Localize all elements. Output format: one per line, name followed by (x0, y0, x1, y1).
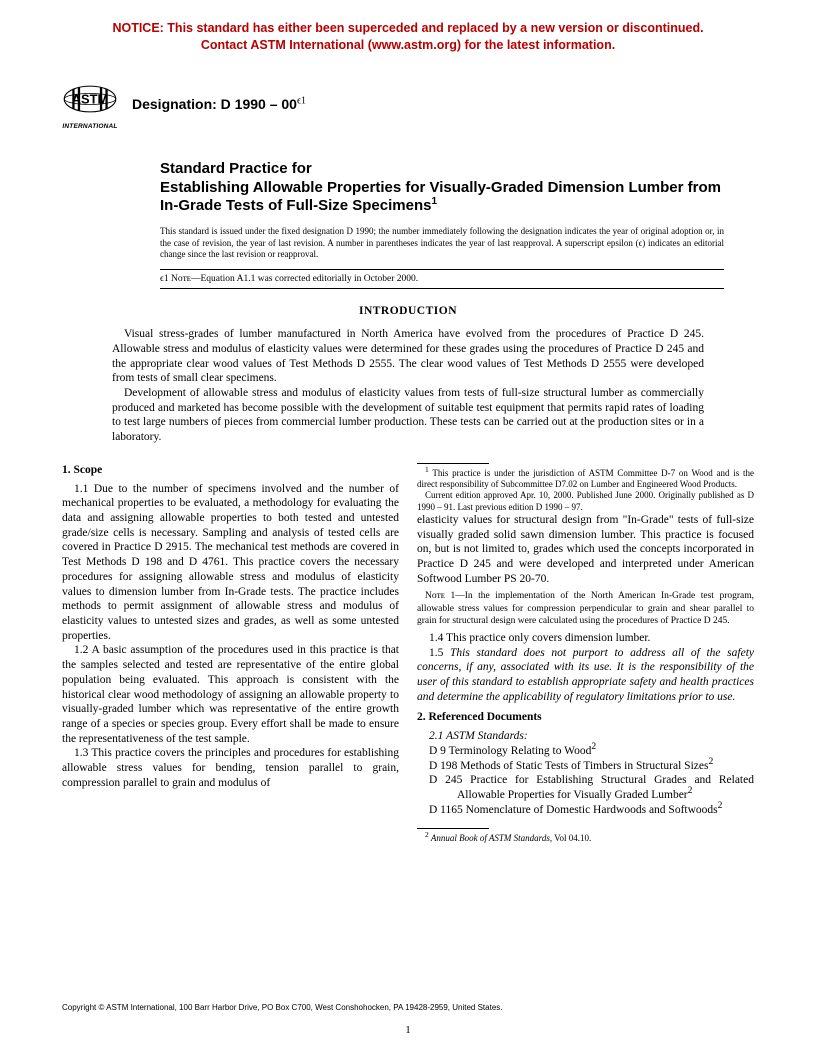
epsilon-label: Nᴏᴛᴇ— (169, 274, 201, 284)
references-list: D 9 Terminology Relating to Wood2D 198 M… (417, 744, 754, 818)
reference-item: D 245 Practice for Establishing Structur… (417, 773, 754, 802)
notice-line2: Contact ASTM International (www.astm.org… (201, 38, 615, 52)
designation-code: D 1990 – 00 (221, 96, 297, 112)
references-heading: 2. Referenced Documents (417, 710, 754, 725)
notice-line1: NOTICE: This standard has either been su… (112, 21, 703, 35)
reference-item: D 1165 Nomenclature of Domestic Hardwood… (417, 803, 754, 818)
issuance-note: This standard is issued under the fixed … (160, 226, 724, 261)
left-footnote-block: 1 This practice is under the jurisdictio… (417, 463, 754, 513)
intro-para2: Development of allowable stress and modu… (112, 386, 704, 445)
title-sup: 1 (431, 196, 437, 207)
designation: Designation: D 1990 – 00ϵ1 (132, 96, 306, 112)
reference-item: D 9 Terminology Relating to Wood2 (417, 744, 754, 759)
footnote-1b: Current edition approved Apr. 10, 2000. … (417, 490, 754, 513)
title-main: Establishing Allowable Properties for Vi… (160, 179, 734, 217)
epsilon-note: ϵ1 Nᴏᴛᴇ—Equation A1.1 was corrected edit… (160, 269, 724, 289)
scope-1-1: 1.1 Due to the number of specimens invol… (62, 482, 399, 644)
scope-note-1: Nᴏᴛᴇ 1—In the implementation of the Nort… (417, 590, 754, 626)
body-columns: 1. Scope 1.1 Due to the number of specim… (62, 463, 754, 844)
epsilon-marker: ϵ1 (160, 274, 169, 284)
epsilon-text: Equation A1.1 was corrected editorially … (200, 274, 418, 284)
header-row: ASTM INTERNATIONAL Designation: D 1990 –… (62, 76, 754, 132)
designation-prefix: Designation: (132, 96, 221, 112)
footnote-rule-left (417, 463, 489, 464)
designation-sup: ϵ1 (297, 95, 306, 106)
scope-heading: 1. Scope (62, 463, 399, 478)
astm-logo: ASTM INTERNATIONAL (62, 76, 118, 132)
title-pre: Standard Practice for (160, 160, 734, 179)
footnote-2: 2 Annual Book of ASTM Standards, Vol 04.… (417, 833, 754, 844)
copyright: Copyright © ASTM International, 100 Barr… (62, 1003, 754, 1012)
reference-item: D 198 Methods of Static Tests of Timbers… (417, 759, 754, 774)
page-number: 1 (0, 1024, 816, 1036)
scope-1-2: 1.2 A basic assumption of the procedures… (62, 643, 399, 746)
footnote-rule-right (417, 828, 489, 829)
scope-1-3a: 1.3 This practice covers the principles … (62, 746, 399, 790)
title-block: Standard Practice for Establishing Allow… (160, 160, 734, 216)
intro-heading: INTRODUCTION (62, 305, 754, 317)
notice-banner: NOTICE: This standard has either been su… (62, 20, 754, 54)
scope-1-5: 1.5 This standard does not purport to ad… (417, 646, 754, 705)
right-footnote-block: 2 Annual Book of ASTM Standards, Vol 04.… (417, 828, 754, 844)
scope-1-4: 1.4 This practice only covers dimension … (417, 631, 754, 646)
intro-para1: Visual stress-grades of lumber manufactu… (112, 327, 704, 386)
intro-body: Visual stress-grades of lumber manufactu… (112, 327, 704, 445)
logo-label: INTERNATIONAL (62, 123, 118, 130)
references-sub: 2.1 ASTM Standards: (417, 729, 754, 744)
scope-1-3b: elasticity values for structural design … (417, 513, 754, 587)
svg-text:ASTM: ASTM (72, 91, 108, 106)
footnote-1a: 1 This practice is under the jurisdictio… (417, 468, 754, 491)
